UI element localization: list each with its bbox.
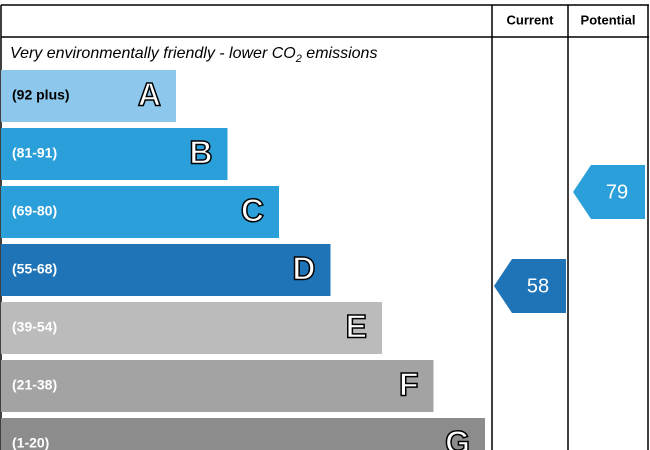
band-letter: G xyxy=(445,424,470,450)
band xyxy=(1,244,331,296)
band xyxy=(1,186,279,238)
band-letter: A xyxy=(138,76,161,112)
band-letter: F xyxy=(399,366,419,402)
band-letter: D xyxy=(292,250,315,286)
band xyxy=(1,128,228,180)
band xyxy=(1,418,485,450)
band xyxy=(1,360,434,412)
potential-arrow xyxy=(573,165,645,219)
current-arrow xyxy=(494,259,566,313)
header-current: Current xyxy=(507,12,555,27)
band-letter: B xyxy=(189,134,212,170)
header-potential: Potential xyxy=(581,12,636,27)
band-letter: E xyxy=(346,308,367,344)
band-range: (1-20) xyxy=(12,435,49,450)
band xyxy=(1,70,176,122)
band-range: (81-91) xyxy=(12,145,57,161)
band-range: (55-68) xyxy=(12,261,57,277)
potential-value: 79 xyxy=(606,181,628,203)
band-range: (92 plus) xyxy=(12,87,70,103)
band-range: (69-80) xyxy=(12,203,57,219)
current-value: 58 xyxy=(527,275,549,297)
band-range: (39-54) xyxy=(12,319,57,335)
subtitle: Very environmentally friendly - lower CO… xyxy=(10,45,377,65)
band-letter: C xyxy=(241,192,264,228)
band xyxy=(1,302,382,354)
band-range: (21-38) xyxy=(12,377,57,393)
